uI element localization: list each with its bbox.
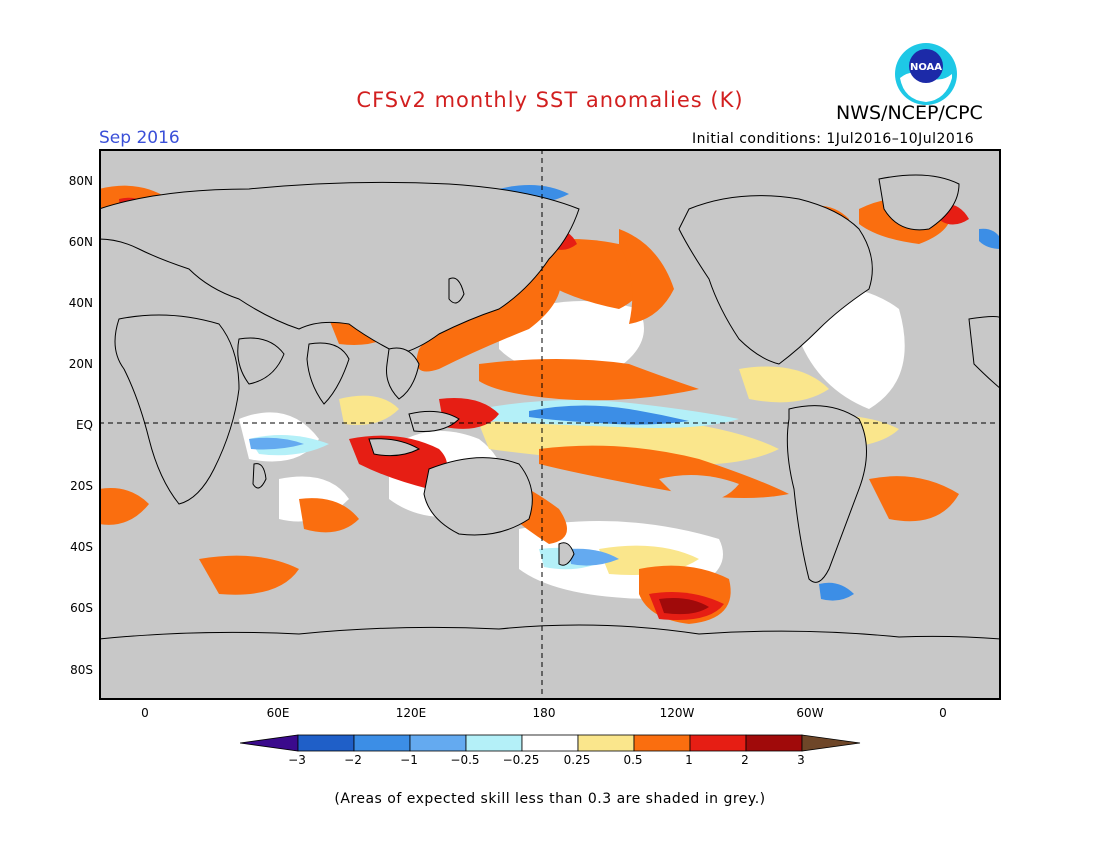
colorbar-cell-3 [409,734,467,752]
colorbar-label-m2: −2 [344,753,362,767]
colorbar-arrow-high [801,734,861,752]
lat-label-60n: 60N [68,235,93,249]
initial-conditions: Initial conditions: 1Jul2016–10Jul2016 [692,131,975,147]
colorbar-label-025: 0.25 [563,753,591,767]
colorbar-cell-5 [521,734,579,752]
lat-label-20n: 20N [68,357,93,371]
lat-label-20s: 20S [70,479,93,493]
land-masses [99,174,1001,700]
lat-label-80n: 80N [68,174,93,188]
sst-anomaly-map [99,149,1001,700]
lon-label-60w: 60W [796,706,824,720]
forecast-month: Sep 2016 [99,128,180,148]
lon-label-180: 180 [532,706,556,720]
agency-label: NWS/NCEP/CPC [836,102,983,124]
lat-label-40s: 40S [70,540,93,554]
lon-label-120w: 120W [659,706,695,720]
lon-label-60e: 60E [266,706,290,720]
colorbar-cell-1 [297,734,355,752]
lon-label-120e: 120E [395,706,427,720]
colorbar-label-m3: −3 [288,753,306,767]
colorbar-label-3: 3 [797,753,805,767]
lat-label-40n: 40N [68,296,93,310]
chart-title: CFSv2 monthly SST anomalies (K) [356,88,744,112]
colorbar-label-05: 0.5 [623,753,643,767]
colorbar-label-m1: −1 [400,753,418,767]
colorbar-label-m05: −0.5 [450,753,480,767]
colorbar-label-m025: −0.25 [502,753,540,767]
colorbar-cell-4 [465,734,523,752]
lon-label-0-west: 0 [141,706,149,720]
colorbar-cell-8 [689,734,747,752]
anomaly-patches [99,185,1001,624]
skill-note: (Areas of expected skill less than 0.3 a… [334,791,766,807]
map-frame [99,149,1001,700]
noaa-logo-text: NOAA [910,62,942,73]
colorbar-cell-9 [745,734,803,752]
lon-label-0-east: 0 [939,706,947,720]
lat-label-60s: 60S [70,601,93,615]
colorbar-cell-6 [577,734,635,752]
noaa-logo: NOAA [894,42,958,106]
colorbar-label-2: 2 [741,753,749,767]
lat-label-eq: EQ [75,418,93,432]
colorbar-cell-2 [353,734,411,752]
colorbar [240,734,861,752]
lat-label-80s: 80S [70,663,93,677]
colorbar-label-1: 1 [685,753,693,767]
colorbar-arrow-low [240,734,299,752]
colorbar-cell-7 [633,734,691,752]
